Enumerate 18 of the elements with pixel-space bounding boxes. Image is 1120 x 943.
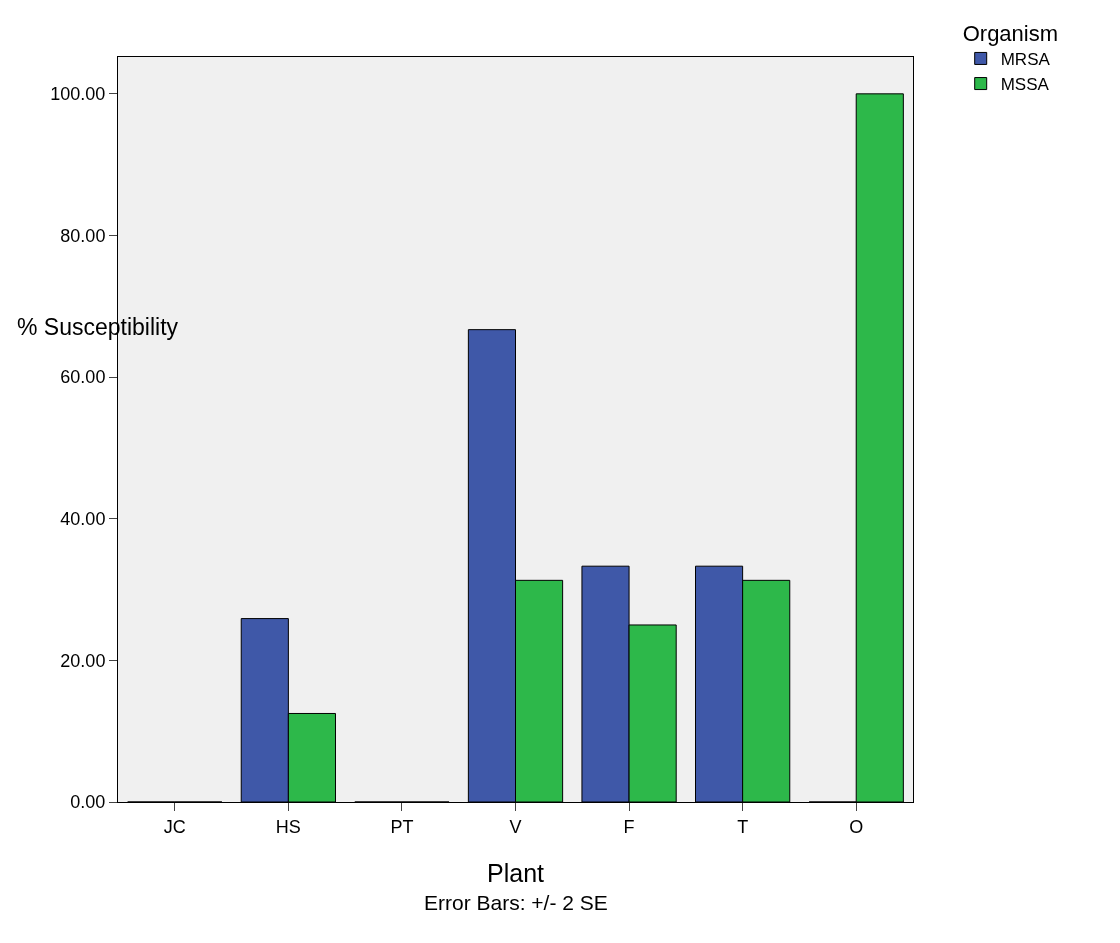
x-tick-label: JC — [163, 816, 186, 837]
text: Error Bars: +/- 2 SE — [424, 891, 608, 914]
y-tick-label: 0.00 — [70, 792, 106, 813]
x-tick-label: V — [509, 816, 522, 837]
y-tick-label: 100.00 — [50, 84, 106, 105]
legend-label: MSSA — [1000, 75, 1050, 95]
y-tick-label: 60.00 — [60, 367, 106, 388]
y-tick-label: 40.00 — [60, 509, 106, 530]
x-tick-label: T — [737, 816, 749, 837]
x-tick-label: O — [849, 816, 864, 837]
legend-label: MRSA — [1000, 50, 1051, 70]
x-tick-label: PT — [390, 816, 414, 837]
x-tick-label: F — [623, 816, 635, 837]
y-tick-label: 80.00 — [60, 225, 106, 246]
x-axis-title: Plant — [487, 858, 545, 887]
legend-title: Organism — [962, 20, 1059, 46]
y-tick-label: 20.00 — [60, 650, 106, 671]
x-tick-label: HS — [275, 816, 301, 837]
